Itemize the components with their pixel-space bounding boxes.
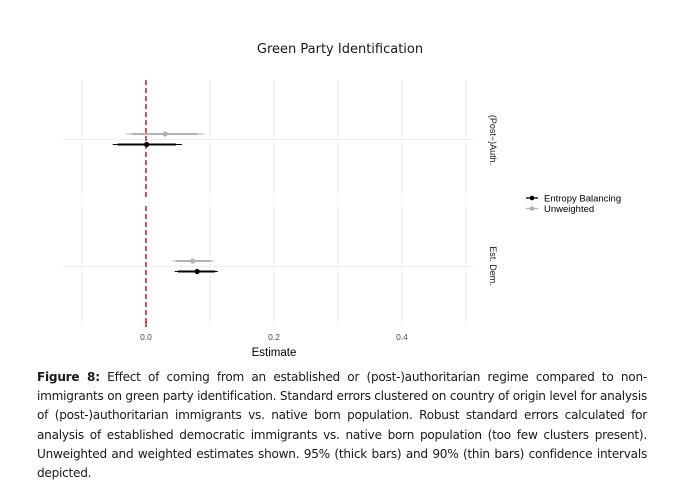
forest-plot: Green Party Identification 0.0 0.2 0.4 E…: [62, 42, 621, 359]
estimate-point: [162, 131, 168, 137]
chart-title: Green Party Identification: [257, 42, 423, 57]
estimate-point: [194, 268, 200, 275]
legend-key-point: [529, 206, 535, 211]
x-tick-label: 0.4: [396, 332, 408, 342]
grid: [62, 80, 474, 327]
caption-label: Figure 8:: [37, 370, 100, 384]
facet-strip-label: Est. Dem.: [488, 246, 498, 286]
caption-text: Effect of coming from an established or …: [37, 370, 647, 481]
legend-entry-label: Entropy Balancing: [544, 194, 621, 205]
x-axis-ticks: 0.0 0.2 0.4: [140, 332, 408, 342]
marks: [112, 131, 218, 275]
legend-entry-label: Unweighted: [544, 204, 594, 215]
x-axis-label: Estimate: [252, 347, 297, 359]
estimate-point: [190, 258, 196, 264]
x-tick-label: 0.0: [140, 332, 152, 342]
legend: Entropy Balancing Unweighted: [526, 194, 621, 215]
x-tick-label: 0.2: [268, 332, 280, 342]
estimate-point: [144, 141, 150, 148]
figure-caption: Figure 8: Effect of coming from an estab…: [37, 368, 647, 483]
facet-strip-label: (Post−)Auth.: [488, 115, 498, 165]
legend-key-point: [529, 195, 535, 201]
